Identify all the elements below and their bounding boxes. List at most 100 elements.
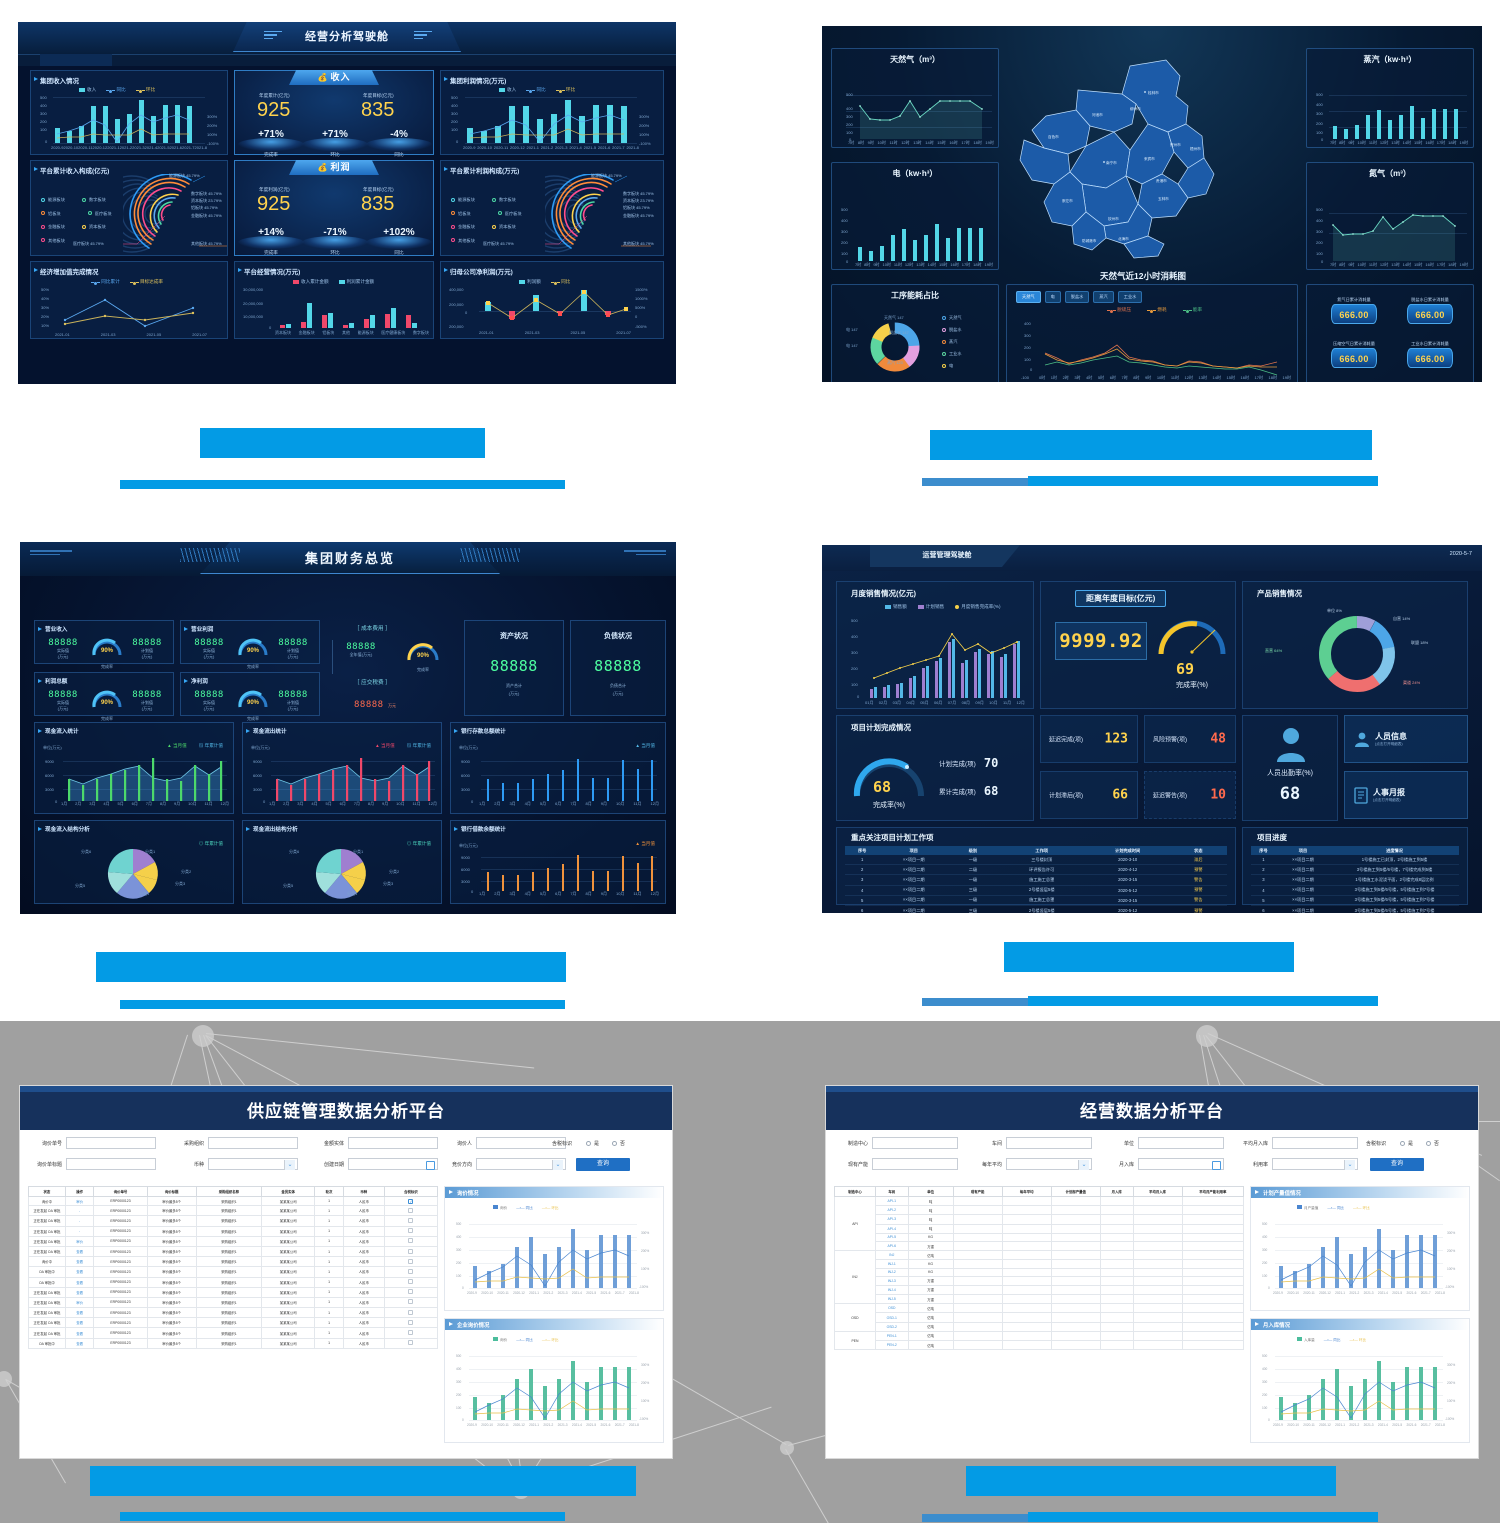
row-action-link[interactable]: 查看 <box>64 1286 95 1298</box>
metric-risk-alert[interactable]: 风险预警(项) 48 <box>1144 715 1236 763</box>
table-row[interactable]: 正在发起 OA 审批 查看 ERP0000123 审价最多5个 采购组织1 某某某公司 1 人… <box>28 1286 439 1298</box>
kpi-net-profit[interactable]: 净利润 88888 实际值 (万元) 90% 完成率 88888 计划值 (万元… <box>180 672 320 721</box>
chip-electricity[interactable]: 电 <box>1044 291 1061 303</box>
radio-tax-yes[interactable]: 是 <box>1400 1140 1413 1147</box>
panel-cash-inflow-structure[interactable]: 现金流入结构分析 ◎ 年累计值 分类1 分类2 分类3 分类4 分类5 分类6 <box>34 820 234 904</box>
capacity-table[interactable]: 制造中心 车间 单位 现有产能 每年平均 计划部产量值 月入库 平均月入库 平均… <box>834 1186 1245 1351</box>
panel-group-profit[interactable]: 集团利润情况(万元) 收入 同比 环比 <box>440 70 664 155</box>
input-mfg-center[interactable] <box>872 1137 958 1149</box>
table-row[interactable]: INJ INJ 亿吨 <box>834 1250 1245 1305</box>
table-row[interactable]: OSD-2 亿吨 <box>835 1321 1245 1332</box>
panel-electricity[interactable]: 电（kw·h³） 500 400 300 200 100 0 <box>831 162 999 270</box>
tax-checkbox[interactable] <box>408 1319 414 1325</box>
chart-panel-enterprise-inquiry[interactable]: 企业询价情况 询价 —▪— 同比 —▪— 环比 500 400 300 200 … <box>444 1318 664 1443</box>
table-row[interactable]: 6 ××项目二期 3号楼施工到5楼/6号楼，5号楼施工到7号楼 <box>1251 905 1459 913</box>
kpi-operating-revenue[interactable]: 营业收入 88888 实际值 (万元) 90% 完成率 88888 计划值 (万… <box>34 620 174 669</box>
table-row[interactable]: OSD-1 亿吨 <box>835 1312 1245 1323</box>
table-row[interactable]: 询价中 查看 ERP0000123 审价最多5个 采购组织1 某某某公司 1 人民币 <box>28 1256 439 1268</box>
workshop-link[interactable]: INJ <box>874 1250 909 1261</box>
workshop-link[interactable]: API-5 <box>874 1232 909 1242</box>
tax-checkbox[interactable] <box>408 1248 414 1254</box>
radio-tax-yes[interactable]: 是 <box>586 1140 599 1147</box>
input-unit[interactable] <box>1138 1137 1224 1149</box>
panel-parent-net-profit[interactable]: 归母公司净利润(万元) 利润额 同比 <box>440 261 664 339</box>
input-existing-capacity[interactable] <box>872 1158 958 1170</box>
dashboard-energy-monitor[interactable]: 天然气（m³） 500 400 300 200 100 0 <box>822 26 1482 382</box>
table-row[interactable]: 2 ××项目二期 二级 环评报告许可 2020-4-12 预警 <box>845 864 1227 876</box>
tax-checkbox[interactable] <box>408 1299 414 1305</box>
tax-checkbox[interactable] <box>408 1207 414 1213</box>
row-action-link[interactable]: - <box>64 1215 95 1227</box>
panel-steam[interactable]: 蒸汽（kw·h³） 500 400 300 200 100 0 <box>1306 48 1474 148</box>
panel-daily-totals[interactable]: 氮气日累计消耗量 666.00 脱盐水日累计消耗量 666.00 压缩空气日累计… <box>1306 284 1474 382</box>
row-action-link[interactable]: 审价 <box>64 1235 95 1247</box>
row-action-link[interactable]: 查看 <box>64 1266 95 1278</box>
chart-panel-monthly-inbound[interactable]: 月入库情况 入库量 —▪— 同比 —▪— 环比 500 400 300 200 … <box>1250 1318 1470 1443</box>
table-row[interactable]: OSD OSD 亿吨 <box>834 1303 1245 1332</box>
radio-tax-no[interactable]: 否 <box>612 1140 625 1147</box>
tax-checkbox[interactable] <box>408 1340 414 1346</box>
table-row[interactable]: 4 ××项目二期 三级 2号楼竖层5楼 2020-5-12 预警 <box>845 885 1227 896</box>
kpi-total-profit[interactable]: 利润总额 88888 实际值 (万元) 90% 完成率 88888 计划值 (万… <box>34 672 174 721</box>
table-row[interactable]: INJ-4 万重 <box>835 1284 1245 1296</box>
table-row[interactable]: 5 ××项目二期 一级 施工施工总罩 2020-3-15 警告 <box>845 895 1227 906</box>
row-action-link[interactable]: - <box>64 1225 95 1237</box>
row-action-link[interactable]: 查看 <box>64 1276 95 1288</box>
tax-checkbox[interactable] <box>408 1258 414 1264</box>
panel-process-energy[interactable]: 工序能耗占比 天然气 147 电 147 电 147 脱盐水 147 蒸汽 12… <box>831 284 999 382</box>
card-revenue[interactable]: 💰 收入 年度累计(亿元) 925 年度目标(亿元) 835 +71% 完成率 +… <box>234 70 434 157</box>
workshop-link[interactable]: INJ-4 <box>874 1284 909 1296</box>
radio-tax-no[interactable]: 否 <box>1426 1140 1439 1147</box>
workshop-link[interactable]: INJ-3 <box>874 1275 909 1286</box>
panel-platform-ops[interactable]: 平台经营情况(万元) 收入累计金额 利润累计金额 <box>234 261 434 339</box>
workshop-link[interactable]: OSD-2 <box>874 1321 909 1332</box>
table-row[interactable]: 2 ××项目二期 3号楼施工到5楼/6号楼，7号楼完成到5楼 <box>1251 864 1459 876</box>
table-row[interactable]: OA 审批中 查看 ERP0000123 审价最多5个 采购组织1 某某某公司 1 人民币 <box>28 1276 439 1288</box>
card-profit[interactable]: 💰 利润 年度利润(亿元) 925 年度目标(亿元) 835 +14% 完成率 -… <box>234 160 434 256</box>
table-row[interactable]: 正在发起 OA 审批 查看 ERP0000123 审价最多5个 采购组织1 某某某公司 1 人… <box>28 1307 439 1319</box>
focus-table[interactable]: 序号 项目 级别 工作项 计划完成时间 状态 1 ××项目一期 一级 三号楼封顶 202… <box>845 846 1227 913</box>
table-row[interactable]: 4 ××项目二期 3号楼施工到5楼/6号楼，5号楼施工到7号楼 <box>1251 885 1459 896</box>
panel-platform-revenue-mix[interactable]: 平台累计收入构成(亿元) 能源板块 数字板块 铝板块 医疗板块 金融板块 资本板… <box>30 160 228 256</box>
row-action-link[interactable]: 查看 <box>64 1327 95 1339</box>
sub-tab[interactable] <box>40 54 112 66</box>
metric-chips[interactable]: 天然气 电 脱盐水 蒸汽 工业水 <box>1016 291 1143 303</box>
input-inquiry-title[interactable] <box>66 1158 156 1170</box>
select-currency[interactable]: ⌄ <box>208 1158 298 1170</box>
row-action-link[interactable]: - <box>64 1205 95 1217</box>
app-supply-chain-platform[interactable]: 供应链管理数据分析平台 询价单号 采购组织 金额实体 询价人 含税标识 是 否 … <box>20 1086 672 1458</box>
panel-group-revenue[interactable]: 集团收入情况 收入 同比 环比 <box>30 70 228 155</box>
panel-bank-deposits[interactable]: 银行存款总额统计 单位(万元) ▲ 当月值 9000 6000 3000 0 <box>450 722 666 814</box>
search-button[interactable]: 查询 <box>1370 1158 1424 1171</box>
search-button[interactable]: 查询 <box>576 1158 630 1171</box>
chart-panel-planned-output[interactable]: 计划产量值情况 月产量值 —▪— 同比 —▪— 环比 500 400 300 2… <box>1250 1186 1470 1311</box>
table-row[interactable]: PEN-2 亿吨 <box>835 1339 1245 1351</box>
row-action-link[interactable]: 查看 <box>64 1337 95 1349</box>
tax-checkbox[interactable] <box>408 1228 414 1234</box>
select-utilization[interactable]: ⌄ <box>1272 1158 1358 1170</box>
workshop-link[interactable]: API-4 <box>874 1223 909 1234</box>
tax-checkbox[interactable] <box>408 1289 414 1295</box>
table-row[interactable]: 6 ××项目二期 三级 2号楼竖层5楼 2020-5-12 预警 <box>845 905 1227 913</box>
table-row[interactable]: 3 ××项目二期 一级 施工施工总罩 2020-3-15 警告 <box>845 874 1227 886</box>
inquiry-table[interactable]: 状态 操作 询价单号 询价标题 采购组织名称 金员实体 轮次 币种 含税标识 询… <box>28 1186 439 1349</box>
panel-bank-loans[interactable]: 银行借款余额统计 单位(万元) ▲ 当月值 9000 6000 3000 0 <box>450 820 666 904</box>
table-row[interactable]: 正在发起 OA 审批 - ERP0000123 审价最多5个 采购组织1 某某某公司 1 人民… <box>28 1225 439 1237</box>
input-workshop[interactable] <box>1006 1137 1092 1149</box>
table-row[interactable]: 正在发起 OA 审批 - ERP0000123 审价最多5个 采购组织1 某某某公司 1 人民… <box>28 1205 439 1217</box>
tax-checkbox[interactable] <box>408 1279 414 1285</box>
panel-assets[interactable]: 资产状况 88888 资产合计 (万元) <box>464 620 564 716</box>
table-row[interactable]: 1 ××项目一期 一级 三号楼封顶 2020-3-10 滞后 <box>845 855 1227 866</box>
row-action-link[interactable]: 查看 <box>64 1317 95 1329</box>
panel-attendance[interactable]: 人员出勤率(%) 68 <box>1242 715 1338 821</box>
tax-checkbox[interactable] <box>408 1309 414 1315</box>
tax-checkbox[interactable] <box>408 1330 414 1336</box>
select-bid-direction[interactable]: ⌄ <box>476 1158 566 1170</box>
table-row[interactable]: 正在发起 OA 审批 审价 ERP0000123 审价最多5个 采购组织1 某某某公司 1 人… <box>28 1235 439 1247</box>
table-row[interactable]: INJ-3 万重 <box>835 1275 1245 1286</box>
tax-checkbox[interactable] <box>408 1217 414 1223</box>
panel-consumption-trend[interactable]: 天然气 电 脱盐水 蒸汽 工业水 脱硫压 燃耗 能率 400 300 200 1… <box>1006 284 1298 382</box>
workshop-link[interactable]: API-3 <box>874 1214 909 1225</box>
table-row[interactable]: 1 ××项目二期 1号楼施工已封顶，2号楼施工到5楼 <box>1251 855 1459 866</box>
workshop-link[interactable]: INJ-2 <box>874 1267 909 1277</box>
